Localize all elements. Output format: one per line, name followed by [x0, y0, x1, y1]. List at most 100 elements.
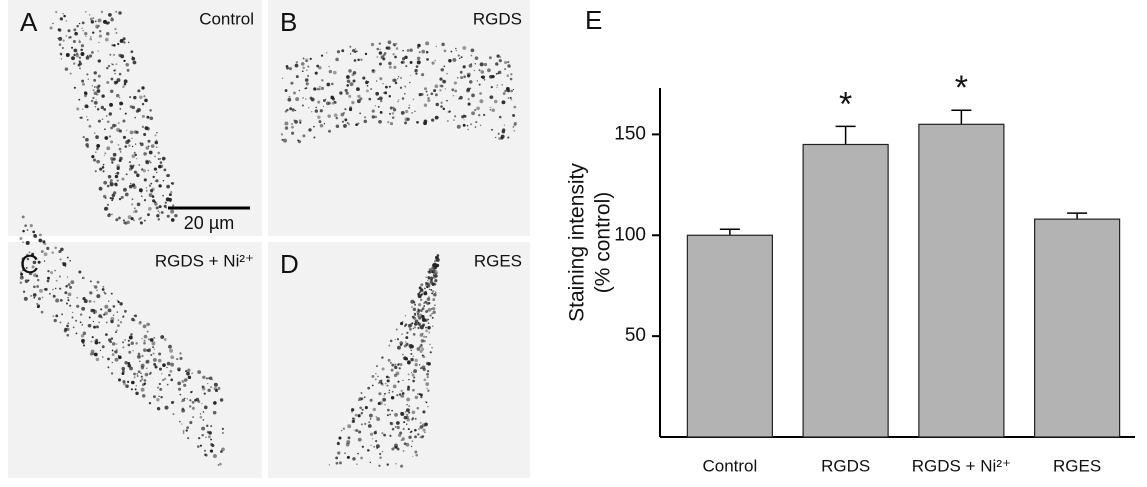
- puncta: [427, 98, 431, 103]
- puncta: [19, 236, 23, 240]
- puncta: [31, 265, 35, 269]
- puncta: [208, 435, 211, 439]
- puncta: [388, 61, 392, 66]
- puncta: [359, 97, 363, 101]
- puncta: [159, 367, 162, 371]
- puncta: [467, 128, 469, 131]
- puncta: [114, 72, 116, 75]
- puncta: [434, 59, 437, 62]
- puncta: [40, 310, 44, 314]
- puncta: [96, 85, 100, 89]
- puncta: [32, 293, 37, 297]
- puncta: [409, 74, 412, 77]
- puncta: [122, 135, 126, 139]
- puncta: [323, 99, 326, 102]
- puncta: [88, 299, 92, 303]
- puncta: [474, 56, 479, 60]
- puncta: [435, 45, 438, 48]
- puncta: [78, 62, 82, 66]
- puncta: [302, 134, 306, 138]
- puncta: [295, 61, 299, 64]
- puncta: [507, 64, 511, 68]
- puncta: [116, 343, 118, 345]
- puncta: [81, 338, 85, 343]
- puncta: [417, 43, 421, 48]
- puncta: [111, 361, 114, 364]
- puncta: [134, 143, 137, 145]
- puncta: [116, 299, 119, 302]
- puncta: [150, 161, 152, 164]
- puncta: [346, 455, 350, 459]
- puncta: [203, 449, 207, 452]
- puncta: [450, 50, 453, 53]
- puncta: [156, 397, 160, 402]
- puncta: [379, 452, 382, 456]
- puncta: [375, 439, 378, 443]
- puncta: [116, 311, 118, 313]
- puncta: [110, 213, 112, 216]
- puncta: [81, 79, 85, 83]
- puncta: [134, 388, 137, 391]
- puncta: [406, 117, 410, 121]
- puncta: [55, 10, 58, 14]
- puncta: [127, 139, 131, 143]
- puncta: [437, 116, 439, 119]
- puncta: [148, 150, 153, 155]
- puncta: [149, 373, 151, 375]
- puncta: [431, 118, 435, 122]
- puncta: [425, 276, 428, 279]
- puncta: [157, 358, 162, 363]
- puncta: [395, 42, 398, 45]
- puncta: [57, 28, 61, 31]
- puncta: [421, 354, 424, 357]
- puncta: [357, 452, 359, 455]
- puncta: [397, 76, 400, 78]
- puncta: [418, 324, 422, 328]
- puncta: [138, 164, 141, 166]
- puncta: [513, 105, 517, 109]
- puncta: [88, 124, 92, 128]
- puncta: [159, 164, 164, 169]
- puncta: [431, 316, 434, 319]
- puncta: [80, 48, 83, 52]
- puncta: [415, 72, 418, 75]
- puncta: [354, 413, 358, 417]
- puncta: [434, 93, 438, 97]
- puncta: [135, 342, 138, 345]
- puncta: [171, 218, 174, 221]
- puncta: [425, 329, 429, 333]
- puncta: [380, 100, 383, 103]
- puncta: [35, 274, 39, 278]
- puncta: [357, 437, 362, 442]
- puncta: [54, 246, 57, 250]
- puncta: [375, 416, 378, 418]
- puncta: [100, 308, 103, 311]
- puncta: [427, 389, 430, 392]
- puncta: [122, 85, 125, 89]
- puncta: [112, 63, 114, 66]
- puncta: [128, 161, 131, 164]
- puncta: [325, 51, 328, 54]
- puncta: [177, 381, 181, 386]
- puncta: [59, 321, 62, 324]
- puncta: [24, 224, 27, 228]
- puncta: [357, 122, 360, 125]
- puncta: [166, 184, 170, 189]
- puncta: [393, 373, 398, 378]
- puncta: [416, 56, 421, 61]
- puncta: [352, 79, 356, 83]
- puncta: [105, 31, 110, 36]
- puncta: [146, 367, 148, 369]
- puncta: [356, 463, 358, 465]
- puncta: [103, 19, 108, 24]
- puncta: [78, 60, 81, 63]
- puncta: [156, 406, 161, 411]
- puncta: [427, 405, 429, 408]
- puncta: [454, 89, 458, 93]
- puncta: [496, 84, 499, 86]
- puncta: [199, 444, 202, 447]
- puncta: [427, 369, 430, 373]
- puncta: [479, 62, 484, 67]
- puncta: [387, 46, 391, 50]
- puncta: [426, 375, 429, 379]
